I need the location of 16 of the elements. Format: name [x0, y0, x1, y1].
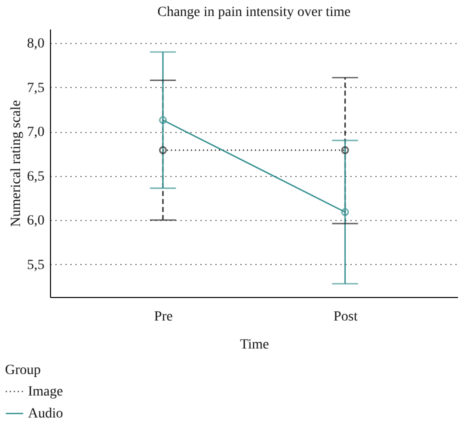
x-axis-title: Time: [240, 338, 270, 352]
point: [341, 146, 349, 154]
y-tick-label: 5,5: [27, 258, 44, 273]
y-tick-label: 6,5: [27, 169, 44, 184]
x-tick-label: Post: [334, 310, 358, 324]
y-axis-title: Numerical rating scale: [9, 100, 24, 227]
legend-title: Group: [5, 363, 41, 378]
legend-label: Audio: [28, 406, 63, 422]
x-tick-label: Pre: [154, 310, 173, 324]
y-tick-label: 7,0: [27, 125, 44, 140]
legend-label: Image: [28, 384, 63, 400]
y-tick-label: 6,0: [27, 214, 44, 229]
point: [159, 146, 167, 154]
chart-title: Change in pain intensity over time: [157, 5, 351, 20]
y-tick-label: 7,5: [27, 80, 44, 96]
y-tick-label: 8,0: [27, 36, 44, 52]
